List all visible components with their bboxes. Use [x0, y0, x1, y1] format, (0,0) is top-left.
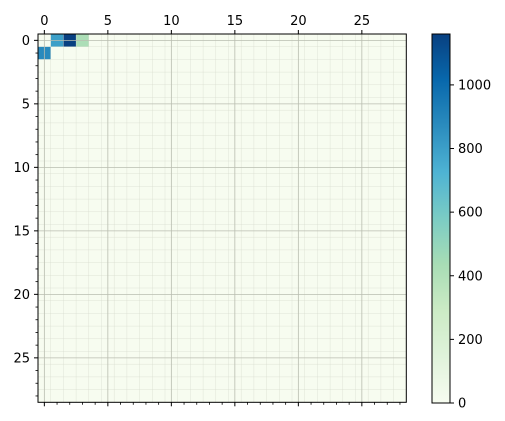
x-tick-label: 25	[354, 14, 371, 29]
y-tick-label: 25	[13, 351, 30, 366]
colorbar-tick-label: 600	[458, 206, 483, 221]
colorbar-tick-label: 0	[458, 397, 466, 412]
colorbar-gradient	[431, 33, 451, 404]
x-tick-label: 15	[227, 14, 244, 29]
heatmap-background	[38, 34, 407, 403]
colorbar: 0 200 400 600 800 1000	[431, 33, 491, 412]
x-tick-label: 20	[290, 14, 307, 29]
colorbar-tick-label: 400	[458, 269, 483, 284]
colorbar-tick-label: 800	[458, 142, 483, 157]
y-tick-label: 20	[13, 288, 30, 303]
y-tick-label: 0	[22, 34, 30, 49]
y-tick-label: 15	[13, 224, 30, 239]
colorbar-tick-label: 1000	[458, 78, 491, 93]
x-tick-label: 10	[163, 14, 180, 29]
heatmap-plot-area: 0 5 10 15 20 25 0 5 10 15 20 25	[13, 14, 407, 407]
x-tick-label: 5	[104, 14, 112, 29]
colorbar-tick-label: 200	[458, 333, 483, 348]
y-tick-label: 5	[22, 97, 30, 112]
x-tick-label: 0	[40, 14, 48, 29]
y-tick-label: 10	[13, 161, 30, 176]
